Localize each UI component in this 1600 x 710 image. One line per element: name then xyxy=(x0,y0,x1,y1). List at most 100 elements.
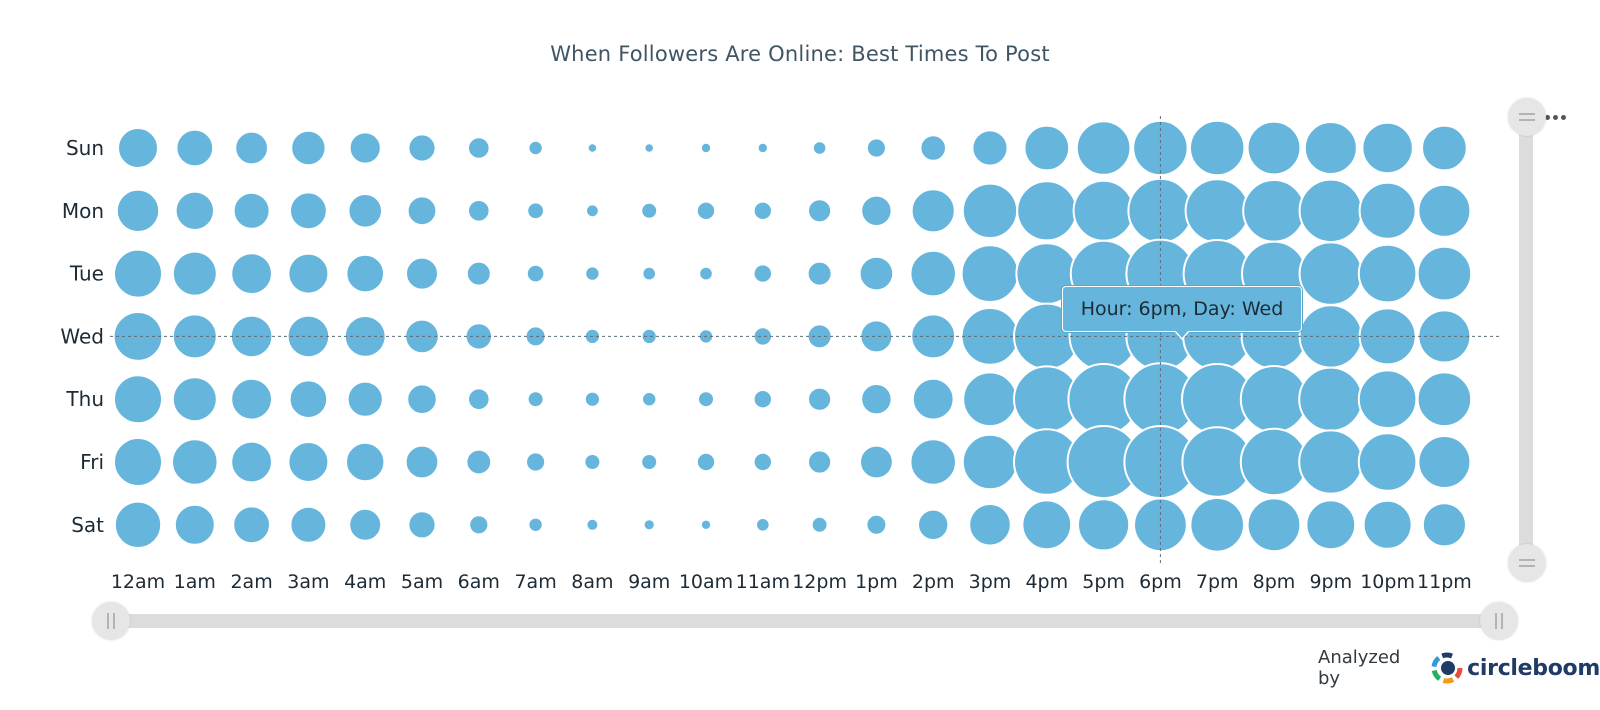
bubble-sat-5pm[interactable] xyxy=(1077,498,1131,552)
bubble-sun-4am[interactable] xyxy=(348,131,382,165)
bubble-sat-11pm[interactable] xyxy=(1421,502,1468,548)
more-dots-icon[interactable] xyxy=(1540,104,1570,130)
bubble-fri-12am[interactable] xyxy=(113,437,163,487)
bubble-fri-1am[interactable] xyxy=(171,438,219,486)
vertical-scrollbar-track[interactable] xyxy=(1519,116,1533,564)
bubble-thu-12am[interactable] xyxy=(113,374,163,425)
bubble-tue-2pm[interactable] xyxy=(909,249,958,298)
bubble-tue-10pm[interactable] xyxy=(1357,243,1418,304)
bubble-mon-1pm[interactable] xyxy=(860,194,893,228)
bubble-sun-1pm[interactable] xyxy=(865,137,888,159)
bubble-fri-2am[interactable] xyxy=(230,440,274,484)
bubble-sun-3am[interactable] xyxy=(290,129,327,167)
bubble-fri-3pm[interactable] xyxy=(961,433,1019,491)
bubble-thu-11pm[interactable] xyxy=(1416,371,1473,428)
bubble-tue-4am[interactable] xyxy=(345,253,386,294)
bubble-mon-11pm[interactable] xyxy=(1417,183,1472,238)
bubble-tue-8am[interactable] xyxy=(584,265,601,282)
bubble-fri-10am[interactable] xyxy=(695,451,717,473)
bubble-sat-8am[interactable] xyxy=(585,517,600,532)
bubble-sat-9am[interactable] xyxy=(642,518,656,532)
bubble-thu-2am[interactable] xyxy=(230,377,274,421)
bubble-fri-3am[interactable] xyxy=(287,441,330,483)
bubble-thu-5am[interactable] xyxy=(406,383,438,416)
bubble-tue-12pm[interactable] xyxy=(806,260,833,287)
bubble-fri-9pm[interactable] xyxy=(1298,429,1364,495)
bubble-thu-8am[interactable] xyxy=(583,390,602,408)
bubble-fri-9am[interactable] xyxy=(640,453,659,471)
bubble-sun-7pm[interactable] xyxy=(1189,119,1246,177)
bubble-tue-10am[interactable] xyxy=(698,265,714,282)
bubble-sun-12am[interactable] xyxy=(117,127,159,169)
bubble-wed-12am[interactable] xyxy=(112,311,164,362)
bubble-sat-3am[interactable] xyxy=(289,505,328,544)
bubble-fri-5am[interactable] xyxy=(404,444,440,480)
bubble-sun-9pm[interactable] xyxy=(1303,121,1358,175)
bubble-sun-7am[interactable] xyxy=(527,139,544,157)
bubble-sat-10am[interactable] xyxy=(699,518,713,531)
vertical-scroll-handle-top[interactable] xyxy=(1508,98,1546,136)
bubble-sun-4pm[interactable] xyxy=(1023,124,1071,172)
bubble-mon-9pm[interactable] xyxy=(1298,178,1364,244)
bubble-tue-12am[interactable] xyxy=(113,248,163,299)
bubble-sun-9am[interactable] xyxy=(643,142,656,154)
brand[interactable]: circleboom xyxy=(1431,652,1600,684)
bubble-mon-6am[interactable] xyxy=(467,199,491,223)
bubble-fri-4am[interactable] xyxy=(345,441,386,483)
bubble-sat-9pm[interactable] xyxy=(1305,499,1357,551)
bubble-mon-12pm[interactable] xyxy=(807,198,833,224)
bubble-mon-12am[interactable] xyxy=(115,188,161,234)
bubble-thu-9am[interactable] xyxy=(641,391,658,408)
bubble-sat-2am[interactable] xyxy=(232,505,272,545)
bubble-sun-8pm[interactable] xyxy=(1246,120,1302,176)
bubble-tue-7am[interactable] xyxy=(525,263,546,284)
bubble-tue-1pm[interactable] xyxy=(858,255,895,292)
bubble-sun-6am[interactable] xyxy=(467,136,491,160)
bubble-fri-6am[interactable] xyxy=(465,448,493,476)
bubble-sat-7am[interactable] xyxy=(527,516,544,533)
bubble-fri-8pm[interactable] xyxy=(1239,427,1309,497)
bubble-sun-5am[interactable] xyxy=(407,133,437,163)
bubble-tue-9am[interactable] xyxy=(641,265,658,282)
bubble-fri-11pm[interactable] xyxy=(1417,435,1472,489)
bubble-fri-12pm[interactable] xyxy=(807,449,833,475)
bubble-fri-11am[interactable] xyxy=(752,451,773,473)
bubble-wed-9am[interactable] xyxy=(640,327,658,345)
bubble-sat-1am[interactable] xyxy=(173,503,216,546)
horizontal-scroll-handle-right[interactable] xyxy=(1480,602,1518,640)
bubble-mon-3am[interactable] xyxy=(289,191,328,231)
bubble-mon-10pm[interactable] xyxy=(1358,181,1417,240)
bubble-sat-3pm[interactable] xyxy=(968,503,1012,547)
bubble-wed-1pm[interactable] xyxy=(859,319,894,354)
bubble-mon-7am[interactable] xyxy=(526,201,545,221)
bubble-sat-8pm[interactable] xyxy=(1246,497,1302,553)
bubble-wed-11am[interactable] xyxy=(752,326,773,347)
bubble-sat-1pm[interactable] xyxy=(865,513,888,536)
bubble-thu-8pm[interactable] xyxy=(1239,365,1309,434)
bubble-sat-6am[interactable] xyxy=(468,514,490,536)
bubble-fri-7am[interactable] xyxy=(525,451,547,473)
bubble-tue-1am[interactable] xyxy=(171,250,218,297)
bubble-sat-4am[interactable] xyxy=(348,507,383,542)
bubble-sun-10am[interactable] xyxy=(699,141,713,155)
bubble-sun-10pm[interactable] xyxy=(1361,121,1414,175)
bubble-thu-1am[interactable] xyxy=(171,376,218,423)
bubble-thu-1pm[interactable] xyxy=(860,383,893,416)
bubble-tue-9pm[interactable] xyxy=(1298,241,1364,306)
bubble-mon-7pm[interactable] xyxy=(1184,178,1250,244)
bubble-mon-8pm[interactable] xyxy=(1242,179,1306,243)
bubble-sun-5pm[interactable] xyxy=(1075,120,1132,176)
bubble-tue-5am[interactable] xyxy=(405,256,439,291)
bubble-tue-3am[interactable] xyxy=(287,252,330,295)
bubble-sun-11pm[interactable] xyxy=(1421,124,1468,172)
bubble-sat-5am[interactable] xyxy=(407,510,437,540)
bubble-sat-7pm[interactable] xyxy=(1189,497,1245,553)
bubble-mon-5am[interactable] xyxy=(406,195,438,227)
bubble-mon-2pm[interactable] xyxy=(910,188,956,234)
bubble-sun-2pm[interactable] xyxy=(919,134,948,162)
bubble-sat-2pm[interactable] xyxy=(917,508,950,541)
bubble-sat-4pm[interactable] xyxy=(1021,499,1073,551)
bubble-thu-10am[interactable] xyxy=(697,390,715,409)
bubble-thu-11am[interactable] xyxy=(752,389,773,410)
bubble-thu-12pm[interactable] xyxy=(807,386,833,412)
